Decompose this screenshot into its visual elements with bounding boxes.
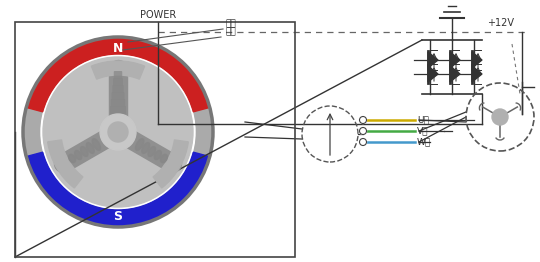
Circle shape — [41, 55, 195, 209]
Wedge shape — [48, 140, 83, 188]
Polygon shape — [428, 66, 438, 82]
FancyBboxPatch shape — [114, 71, 122, 79]
Bar — [15, 22, 295, 257]
Ellipse shape — [136, 139, 144, 150]
FancyBboxPatch shape — [112, 85, 124, 93]
Text: U相: U相 — [417, 116, 429, 124]
Ellipse shape — [86, 143, 94, 154]
Wedge shape — [27, 152, 209, 226]
Wedge shape — [153, 140, 188, 188]
Ellipse shape — [141, 143, 150, 154]
Ellipse shape — [160, 154, 167, 163]
Circle shape — [360, 117, 367, 123]
Circle shape — [100, 114, 136, 150]
Polygon shape — [450, 66, 460, 82]
Polygon shape — [472, 52, 482, 68]
Wedge shape — [27, 38, 209, 112]
Polygon shape — [450, 52, 460, 68]
Text: V相: V相 — [417, 127, 429, 135]
Ellipse shape — [148, 146, 156, 156]
Polygon shape — [472, 66, 482, 82]
Text: POWER: POWER — [140, 10, 176, 20]
Ellipse shape — [154, 150, 161, 160]
Circle shape — [43, 57, 193, 207]
Polygon shape — [428, 52, 438, 68]
Ellipse shape — [92, 139, 100, 150]
FancyBboxPatch shape — [111, 99, 125, 107]
Text: 定子: 定子 — [225, 27, 236, 36]
Circle shape — [360, 128, 367, 134]
Wedge shape — [91, 61, 145, 79]
Text: S: S — [113, 210, 123, 222]
Ellipse shape — [69, 154, 76, 163]
Circle shape — [108, 122, 128, 142]
Text: W相: W相 — [417, 138, 431, 146]
Circle shape — [23, 37, 213, 227]
Circle shape — [492, 109, 508, 125]
FancyBboxPatch shape — [113, 78, 123, 86]
FancyBboxPatch shape — [110, 106, 126, 114]
Ellipse shape — [80, 146, 88, 156]
Text: N: N — [113, 41, 123, 54]
FancyBboxPatch shape — [111, 92, 125, 100]
Text: 转子: 转子 — [225, 19, 236, 28]
Ellipse shape — [75, 150, 82, 160]
Circle shape — [360, 139, 367, 145]
Text: +12V: +12V — [487, 18, 514, 28]
